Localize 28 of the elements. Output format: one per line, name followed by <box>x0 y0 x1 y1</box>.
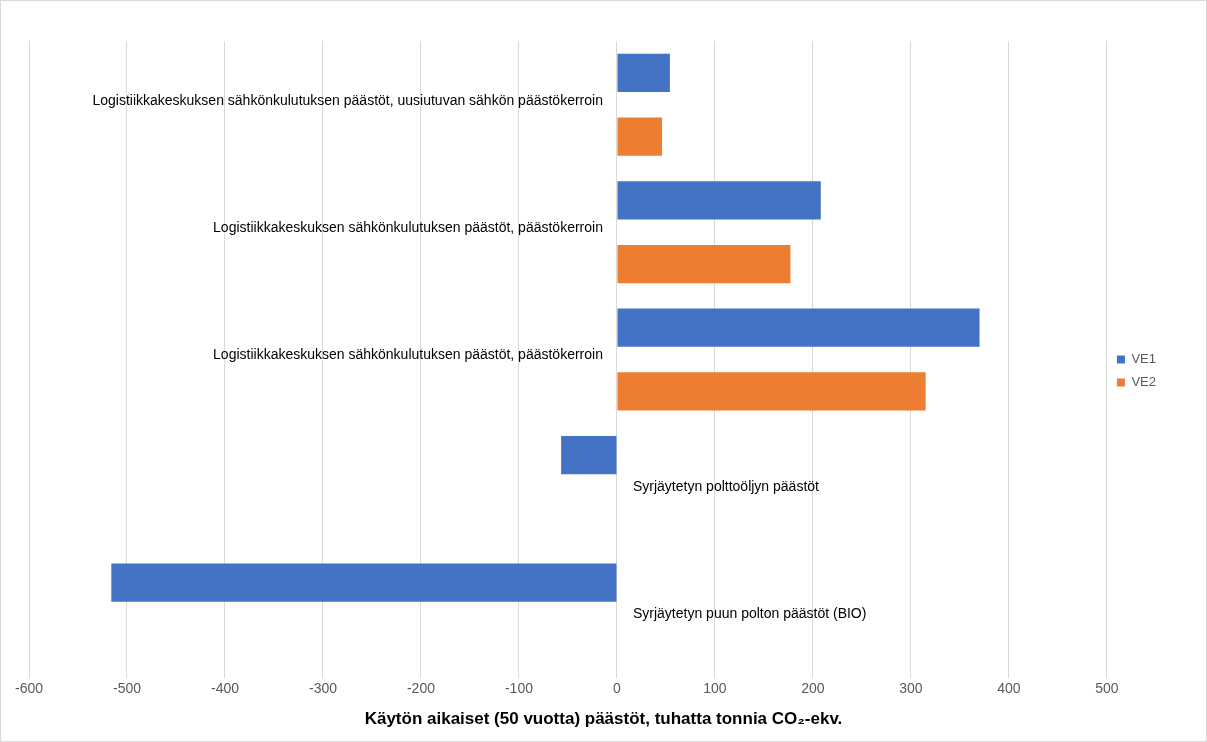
x-tick-label: -500 <box>112 680 142 697</box>
y-tick-label: Syrjäytetyn polttoöljyn päästöt <box>632 477 820 494</box>
bar <box>617 308 980 347</box>
x-tick-label: -200 <box>406 680 436 697</box>
x-tick-label: 0 <box>613 680 622 697</box>
x-tick-label: -400 <box>210 680 240 697</box>
bar <box>617 181 821 220</box>
y-tick-label: Logistiikkakeskuksen sähkönkulutuksen päästöt, päästökerroin <box>213 346 603 363</box>
bar <box>617 372 926 411</box>
x-tick-label: -100 <box>504 680 534 697</box>
x-tick-label: 200 <box>801 680 825 697</box>
y-tick-label: Logistiikkakeskuksen sähkönkulutuksen päästöt, uusiutuvan sähkön päästökerroin <box>92 91 603 108</box>
x-tick-label: 300 <box>899 680 923 697</box>
legend-label: VE1 <box>1131 351 1157 367</box>
bar <box>617 53 670 92</box>
bar <box>617 244 791 284</box>
x-tick-label: 400 <box>997 680 1021 697</box>
legend-label: VE2 <box>1131 374 1157 390</box>
bar <box>561 436 617 475</box>
x-tick-label: 100 <box>703 680 727 697</box>
y-tick-label: Logistiikkakeskuksen sähkönkulutuksen päästöt, päästökerroin <box>213 219 603 236</box>
x-tick-label: -300 <box>308 680 338 697</box>
x-tick-label: 500 <box>1095 680 1119 697</box>
x-tick-label: -600 <box>14 680 44 697</box>
bar <box>617 117 663 156</box>
bar <box>111 563 617 602</box>
y-tick-label: Syrjäytetyn puun polton päästöt (BIO) <box>632 605 867 622</box>
x-axis-title: Käytön aikaiset (50 vuotta) päästöt, tuhatta tonnia CO₂-ekv. <box>363 709 844 729</box>
